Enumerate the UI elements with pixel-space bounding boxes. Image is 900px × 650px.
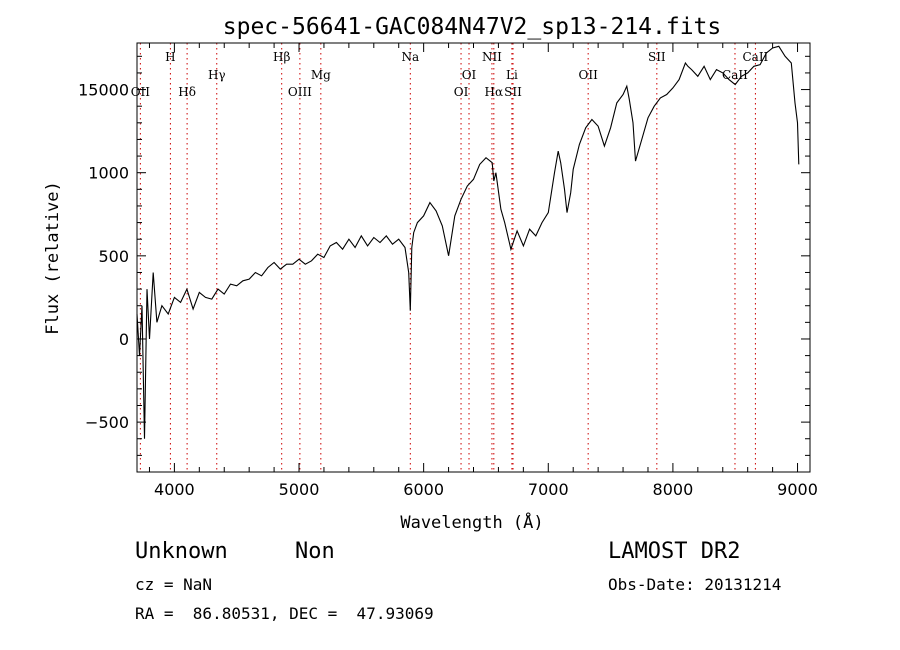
spectral-line-label: Hβ	[273, 50, 290, 64]
spectral-line-label: Hδ	[178, 85, 196, 99]
y-tick-label: 15000	[78, 81, 129, 100]
spectral-line-label: OII	[578, 68, 598, 82]
plot-frame	[136, 42, 811, 473]
classification-label: Unknown	[135, 539, 228, 564]
y-tick-label: −500	[85, 413, 129, 432]
spectral-line-label: SII	[648, 50, 666, 64]
x-tick-label: 5000	[279, 480, 320, 499]
x-tick-label: 7000	[528, 480, 569, 499]
spectral-line-label: Hα	[485, 85, 504, 99]
spectral-line-label: H	[165, 50, 175, 64]
spectral-line-label: OII	[131, 85, 151, 99]
chart-title: spec-56641-GAC084N47V2_sp13-214.fits	[223, 14, 722, 40]
obs-date-label: Obs-Date: 20131214	[608, 575, 782, 594]
spectral-line-label: Hγ	[208, 68, 226, 82]
spectral-line-label: OIII	[288, 85, 312, 99]
spectrum-line	[136, 45, 800, 439]
x-tick-label: 6000	[403, 480, 444, 499]
y-axis-label: Flux (relative)	[43, 181, 63, 335]
x-tick-label: 9000	[777, 480, 818, 499]
x-axis-ticks: 4000 5000 6000 7000 8000 9000	[148, 43, 818, 499]
spectral-line-label: Na	[401, 50, 419, 64]
y-axis-ticks: −500 0 500 1000 15000	[78, 55, 810, 456]
spectral-line-label: Mg	[311, 68, 331, 82]
spectral-line-markers	[139, 43, 756, 472]
y-tick-label: 1000	[88, 164, 129, 183]
redshift-label: cz = NaN	[135, 575, 213, 594]
x-tick-label: 4000	[154, 480, 195, 499]
x-axis-label: Wavelength (Å)	[400, 511, 543, 533]
x-tick-label: 8000	[653, 480, 694, 499]
y-tick-label: 0	[119, 330, 129, 349]
coordinates-label: RA = 86.80531, DEC = 47.93069	[135, 604, 434, 623]
spectral-line-label: OI	[454, 85, 469, 99]
subclass-label: Non	[295, 539, 335, 564]
spectral-line-label: SII	[504, 85, 522, 99]
spectral-line-label: NII	[482, 50, 502, 64]
spectral-line-label: OI	[462, 68, 477, 82]
y-tick-label: 500	[98, 247, 129, 266]
survey-label: LAMOST DR2	[608, 539, 741, 564]
spectral-line-label: Li	[506, 68, 518, 82]
